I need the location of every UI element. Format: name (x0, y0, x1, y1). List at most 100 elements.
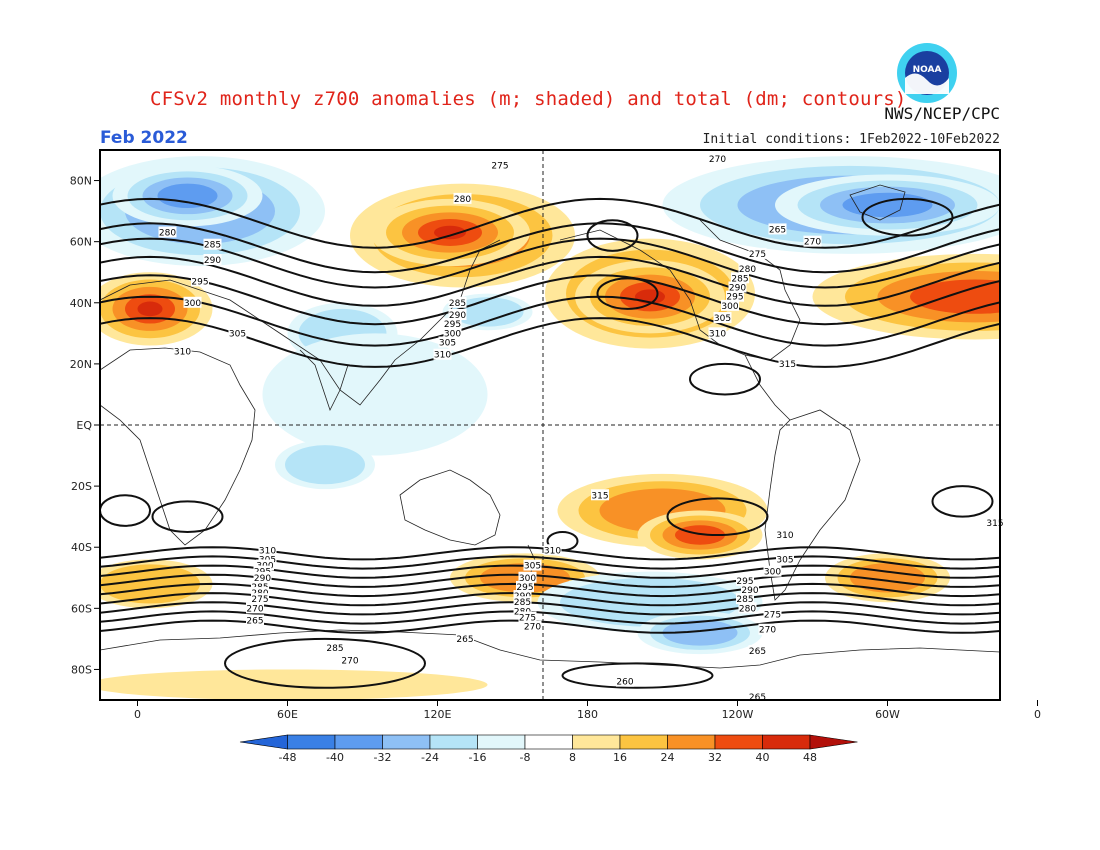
contour-label-bg (433, 348, 452, 360)
antarctica-coastline (100, 629, 1000, 669)
contour-label-bg (453, 192, 472, 204)
contour-label-bg (523, 620, 542, 632)
colorbar-label: -40 (326, 751, 344, 764)
colorbar-segment (524, 734, 573, 750)
contour-300-south (100, 564, 1000, 579)
contour-label: 290 (729, 284, 746, 294)
colorbar-segment (382, 734, 431, 750)
contour-295-north (100, 255, 1000, 307)
noaa-logo-icon: NOAA (897, 43, 957, 103)
lon-tick-label: 0 (134, 708, 141, 721)
contour-label: 295 (726, 293, 743, 303)
lat-tick-label: 60S (71, 602, 92, 615)
contour-label-bg (763, 565, 782, 577)
lat-tick-label: 20S (71, 480, 92, 493)
contour-label: 270 (246, 604, 263, 614)
anomaly-blob-19-2 (662, 619, 738, 646)
contour-label: 300 (764, 568, 781, 578)
chart-title: CFSv2 monthly z700 anomalies (m; shaded)… (150, 88, 907, 110)
contour-label-bg (986, 516, 1004, 528)
contour-label-bg (591, 489, 609, 501)
contour-label: 290 (741, 586, 758, 596)
contour-label-bg (708, 153, 727, 165)
anomaly-blob-13-1 (451, 297, 524, 327)
contour-label: 300 (519, 574, 536, 584)
contour-label-bg (513, 590, 532, 602)
contour-label-bg (443, 318, 462, 330)
anomaly-blob-1-3 (157, 183, 218, 209)
contour-label-bg (768, 223, 787, 235)
anomaly-blob-8-3 (910, 279, 1000, 314)
contour-label: 315 (591, 491, 608, 501)
contour-label: 305 (714, 314, 731, 324)
contour-290-north (100, 237, 1000, 289)
contour-label: 310 (776, 531, 793, 541)
contour-labels: 2752802702802852902953003053102852902953… (158, 153, 1004, 703)
colorbar-label: -48 (279, 751, 297, 764)
anomaly-blob-9-4 (137, 301, 163, 317)
contour-label: 270 (709, 155, 726, 165)
contour-label: 280 (454, 195, 471, 205)
colorbar-label: 8 (569, 751, 576, 764)
contour-label: 290 (254, 574, 271, 584)
contour-label-bg (518, 611, 537, 623)
contour-label: 275 (491, 161, 508, 171)
contour-label-bg (251, 580, 269, 592)
contour-label: 310 (544, 546, 561, 556)
anomaly-blob-11-0 (262, 333, 488, 456)
lat-tick-label: 40S (71, 541, 92, 554)
contour-label-bg (448, 296, 467, 308)
eurasia-coastline (100, 239, 501, 406)
contour-label: 275 (251, 595, 268, 605)
contour-label: 280 (739, 604, 756, 614)
closed-contour-7 (596, 277, 659, 310)
lon-tick-label: 180 (577, 708, 598, 721)
contour-label-bg (738, 263, 757, 275)
contour-label: 285 (731, 274, 748, 284)
colorbar-label: -32 (374, 751, 392, 764)
australia-coastline (399, 469, 501, 546)
contour-label-bg (708, 327, 727, 339)
closed-contour-6 (861, 197, 954, 237)
colorbar-segment (477, 734, 526, 750)
south-america-coastline (764, 409, 861, 601)
contour-label: 295 (444, 320, 461, 330)
contour-290-south (100, 582, 1000, 598)
contour-label-bg (543, 544, 562, 556)
contour-label: 265 (749, 693, 766, 703)
colorbar-segment (667, 734, 716, 750)
contour-label: 260 (616, 678, 633, 688)
longitude-axis: 0 60E 120E 180 120W 60W 0 (134, 700, 1041, 721)
colorbar-label: 16 (613, 751, 627, 764)
contour-label-bg (228, 327, 247, 339)
contour-label: 285 (326, 644, 343, 654)
colorbar-segment (619, 734, 668, 750)
contour-label: 305 (776, 555, 793, 565)
contour-label: 310 (709, 329, 726, 339)
closed-contour-5 (931, 485, 994, 518)
contour-280-north (100, 197, 1000, 249)
contour-label: 285 (736, 595, 753, 605)
lat-tick-label: 80N (70, 175, 92, 188)
lat-tick-label: EQ (76, 419, 92, 432)
contour-label-bg (731, 272, 749, 284)
colorbar-segment (239, 734, 288, 750)
contour-label-bg (438, 336, 457, 348)
colorbar-label: 40 (756, 751, 770, 764)
contour-label: 290 (449, 311, 466, 321)
contour-label: 295 (191, 277, 208, 287)
contour-label-bg (728, 281, 747, 293)
contour-label: 275 (749, 250, 766, 260)
contour-label-bg (203, 238, 222, 250)
contour-label: 285 (204, 241, 221, 251)
contour-label-bg (516, 580, 534, 592)
contour-305-south (100, 555, 1000, 570)
contour-label-bg (258, 544, 277, 556)
contour-label-bg (326, 642, 344, 654)
contour-label-bg (456, 632, 474, 644)
contour-label: 275 (764, 610, 781, 620)
contour-label-bg (748, 645, 767, 657)
contour-300-north (100, 274, 1000, 326)
contour-label-bg (183, 296, 202, 308)
